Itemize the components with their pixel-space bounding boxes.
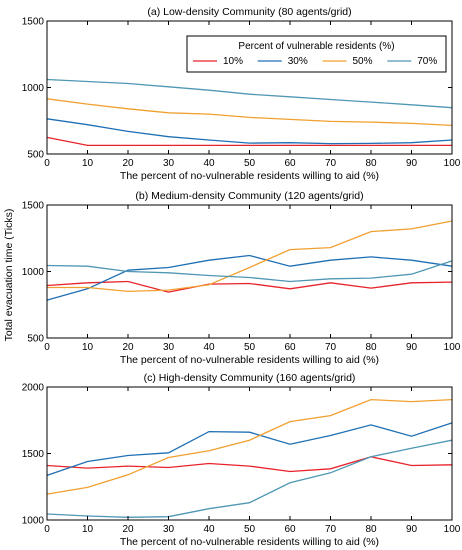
x-axis-label: The percent of no-vulnerable residents w… (120, 170, 379, 182)
y-tick-label: 1500 (22, 17, 45, 28)
y-tick-label: 2000 (22, 383, 45, 394)
x-tick-label: 100 (444, 158, 461, 169)
x-axis-label: The percent of no-vulnerable residents w… (120, 354, 379, 366)
x-tick-label: 20 (122, 342, 134, 353)
x-tick-label: 90 (406, 342, 418, 353)
chart-title: (c) High-density Community (160 agents/g… (144, 372, 356, 384)
legend-entry: 50% (353, 56, 373, 67)
x-tick-label: 70 (325, 158, 337, 169)
series-line-10pct (46, 456, 453, 473)
x-tick-label: 30 (163, 158, 175, 169)
x-tick-label: 80 (365, 342, 377, 353)
x-tick-label: 40 (203, 524, 215, 535)
x-tick-label: 0 (44, 158, 50, 169)
x-tick-label: 20 (122, 524, 134, 535)
series-line-30pct (46, 422, 453, 477)
series-line-50pct (46, 98, 453, 127)
x-tick-label: 100 (444, 524, 461, 535)
x-tick-label: 50 (244, 524, 256, 535)
x-tick-label: 10 (82, 524, 94, 535)
legend-box (186, 35, 447, 73)
chart-title: (a) Low-density Community (80 agents/gri… (147, 6, 351, 18)
x-tick-label: 40 (203, 158, 215, 169)
x-tick-label: 50 (244, 158, 256, 169)
x-tick-label: 80 (365, 524, 377, 535)
y-tick-label: 1500 (22, 449, 45, 460)
x-axis-label: The percent of no-vulnerable residents w… (120, 536, 379, 548)
y-tick-label: 1000 (22, 83, 45, 94)
series-line-10pct (46, 136, 452, 147)
y-tick-label: 1500 (22, 201, 45, 212)
x-tick-label: 30 (163, 342, 175, 353)
chart-panel-1: (a) Low-density Community (80 agents/gri… (22, 6, 461, 182)
x-tick-label: 0 (44, 342, 50, 353)
x-tick-label: 0 (44, 524, 50, 535)
y-tick-label: 500 (27, 150, 44, 161)
y-tick-label: 500 (27, 334, 44, 345)
series-line-10pct (46, 280, 453, 293)
legend-title: Percent of vulnerable residents (%) (238, 41, 394, 52)
x-tick-label: 70 (325, 342, 337, 353)
y-tick-label: 1000 (22, 267, 45, 278)
legend-entry: 10% (223, 56, 243, 67)
x-tick-label: 80 (365, 158, 377, 169)
x-tick-label: 100 (444, 342, 461, 353)
series-line-50pct (46, 398, 453, 495)
x-tick-label: 10 (82, 158, 94, 169)
series-line-30pct (46, 254, 453, 301)
x-tick-label: 50 (244, 342, 256, 353)
plot-area (46, 204, 453, 339)
x-tick-label: 90 (406, 158, 418, 169)
legend-entry: 70% (417, 56, 437, 67)
y-axis-label: Total evacuation time (Ticks) (3, 209, 15, 342)
legend-entry: 30% (288, 56, 308, 67)
series-line-70pct (46, 260, 453, 283)
plot-area (46, 386, 453, 521)
x-tick-label: 20 (122, 158, 134, 169)
chart-title: (b) Medium-density Community (120 agents… (135, 190, 363, 202)
legend: Percent of vulnerable residents (%) 10% 30… (186, 35, 447, 73)
series-line-70pct (46, 439, 453, 518)
x-tick-label: 60 (284, 342, 296, 353)
series-line-70pct (46, 78, 453, 109)
chart-panel-3: (c) High-density Community (160 agents/g… (22, 372, 461, 548)
x-tick-label: 70 (325, 524, 337, 535)
chart-panel-2: (b) Medium-density Community (120 agents… (22, 190, 461, 366)
x-tick-label: 40 (203, 342, 215, 353)
x-tick-label: 60 (284, 524, 296, 535)
y-tick-label: 1000 (22, 516, 45, 527)
x-tick-label: 60 (284, 158, 296, 169)
series-line-50pct (47, 220, 453, 293)
series-line-30pct (46, 118, 453, 145)
x-tick-label: 30 (163, 524, 175, 535)
x-tick-label: 90 (406, 524, 418, 535)
x-tick-label: 10 (82, 342, 94, 353)
